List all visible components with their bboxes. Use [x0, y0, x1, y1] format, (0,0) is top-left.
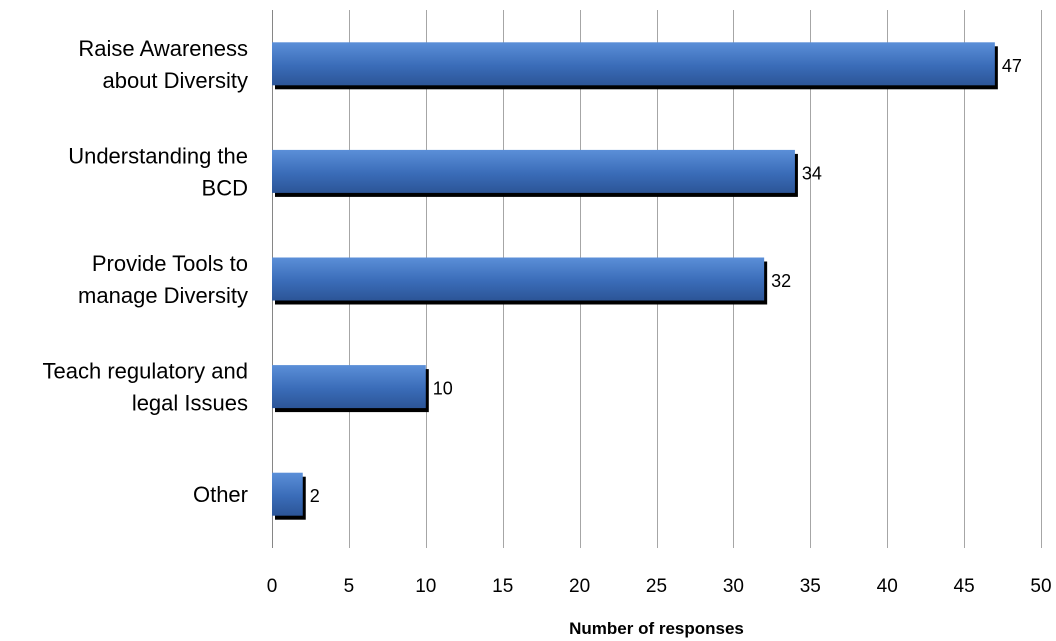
x-tick-label: 35	[800, 576, 821, 597]
x-tick-label: 15	[492, 576, 513, 597]
bar	[272, 257, 765, 301]
x-tick-label: 5	[344, 576, 355, 597]
bars	[272, 42, 998, 520]
x-tick-label: 40	[877, 576, 898, 597]
data-label: 47	[1002, 56, 1022, 76]
data-label: 2	[310, 486, 320, 506]
bar	[272, 472, 303, 516]
x-tick-label: 50	[1030, 576, 1051, 597]
x-axis-title: Number of responses	[569, 619, 744, 638]
x-tick-label: 45	[954, 576, 975, 597]
x-tick-label: 25	[646, 576, 667, 597]
labels: 0 5 10 15 20 25 30 35 40 45 50 47 Raise Awareness abo…	[43, 36, 1052, 597]
x-tick-label: 30	[723, 576, 744, 597]
bar	[272, 149, 795, 193]
x-tick-label: 10	[415, 576, 436, 597]
data-label: 34	[802, 163, 822, 183]
data-label: 32	[771, 271, 791, 291]
data-label: 10	[433, 379, 453, 399]
bar	[272, 42, 995, 86]
category-label: Provide Tools to manage Diversity	[78, 251, 248, 308]
category-label: Raise Awareness about Diversity	[78, 36, 248, 93]
x-tick-label: 20	[569, 576, 590, 597]
category-label: Teach regulatory and legal Issues	[43, 359, 248, 416]
bar	[272, 365, 426, 409]
x-tick-label: 0	[267, 576, 278, 597]
category-label: Other	[193, 482, 248, 507]
category-label: Understanding the BCD	[68, 143, 248, 200]
